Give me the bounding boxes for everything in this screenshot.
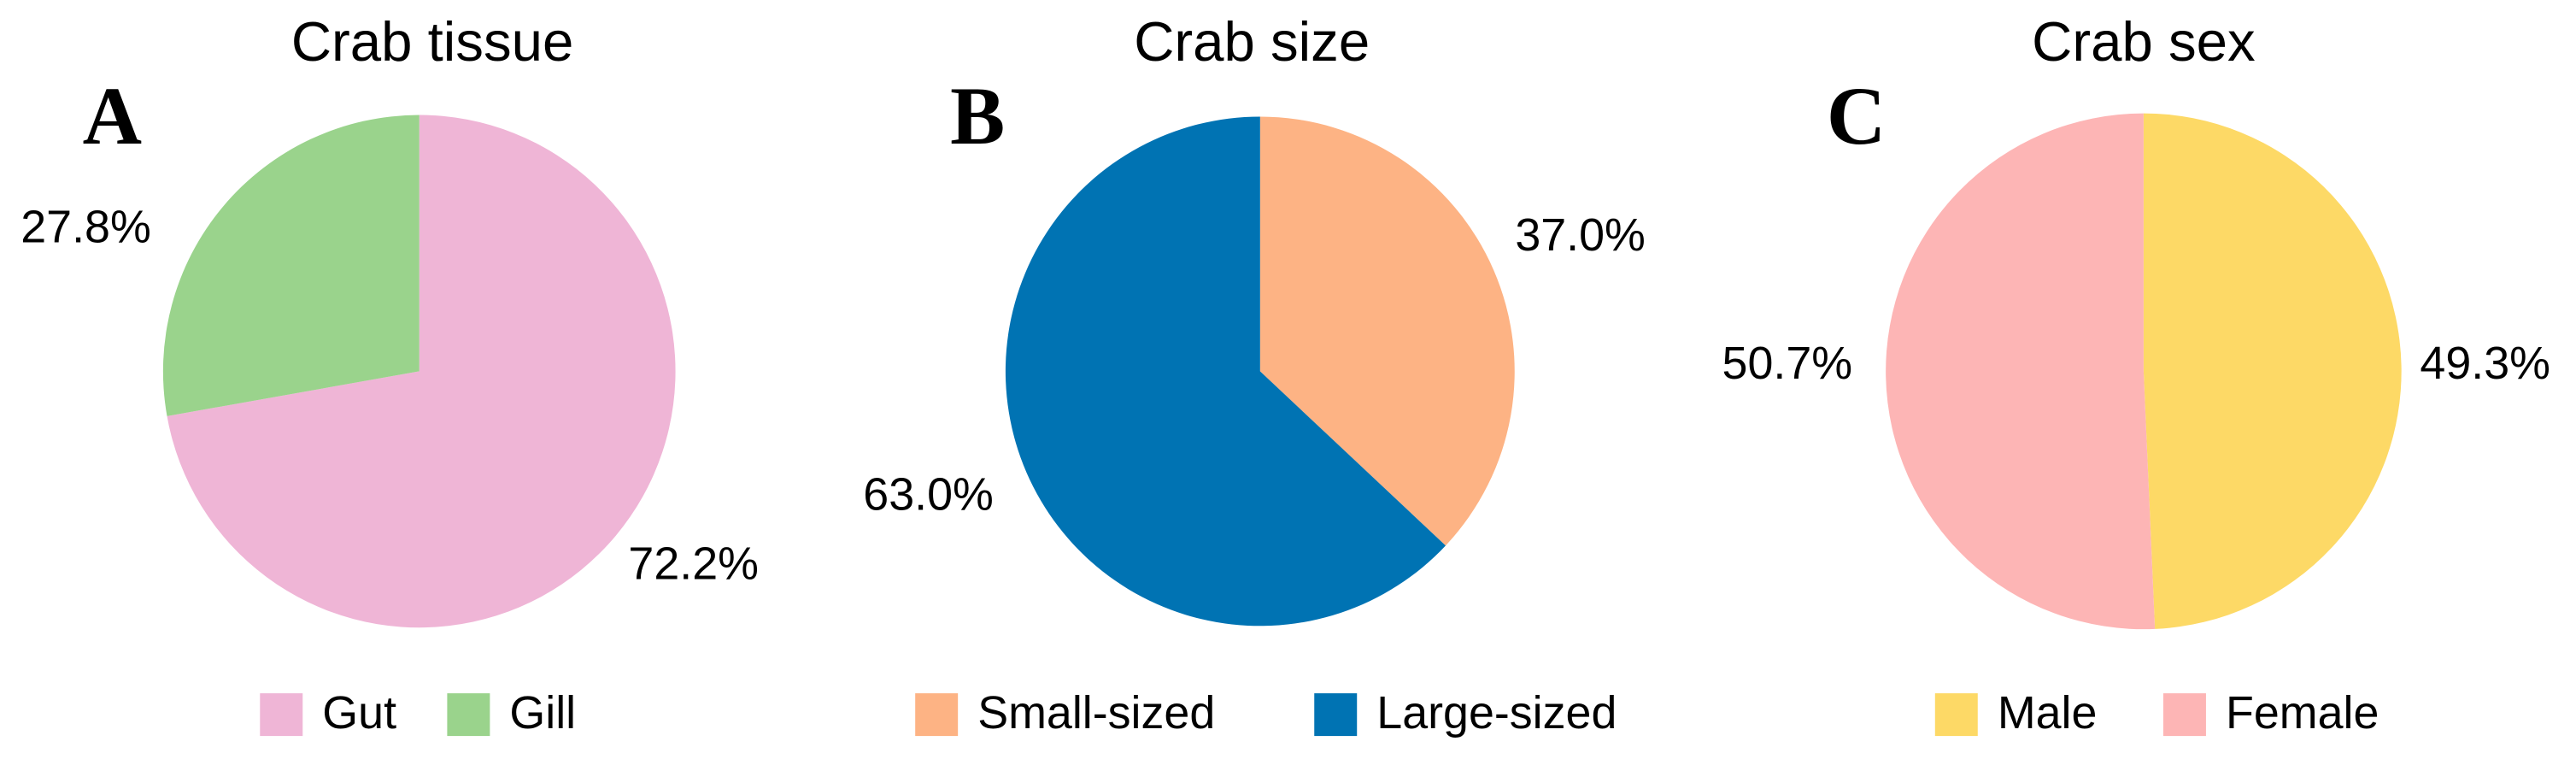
legend-label: Gut — [322, 687, 396, 738]
pie-slice — [1005, 116, 1446, 627]
pie-slice — [2143, 113, 2402, 629]
slice-label: 63.0% — [863, 469, 994, 521]
slice-label: 49.3% — [2420, 338, 2550, 389]
legend-swatch — [1314, 693, 1358, 737]
legend-swatch — [2162, 693, 2206, 737]
slice-label: 50.7% — [1722, 338, 1853, 389]
pie-slice — [1259, 116, 1515, 546]
chart-title: Crab size — [1134, 10, 1370, 73]
legend-swatch — [915, 693, 959, 737]
panel-label: C — [1827, 70, 1886, 162]
pie-slice — [162, 115, 420, 416]
slice-label: 72.2% — [628, 538, 759, 589]
pie-slice — [167, 115, 676, 628]
legend-swatch — [1934, 693, 1978, 737]
legend-label: Large-sized — [1376, 687, 1617, 738]
chart-title: Crab sex — [2032, 10, 2255, 73]
panel-label: A — [83, 70, 142, 162]
slice-label: 27.8% — [21, 201, 151, 252]
legend-label: Female — [2226, 687, 2379, 738]
chart-title: Crab tissue — [291, 10, 573, 73]
legend-label: Gill — [509, 687, 576, 738]
panel-label: B — [950, 70, 1005, 162]
legend-swatch — [260, 693, 303, 737]
legend-label: Male — [1998, 687, 2098, 738]
legend-label: Small-sized — [977, 687, 1215, 738]
pie-slice — [1886, 113, 2156, 630]
slice-label: 37.0% — [1515, 209, 1646, 261]
legend-swatch — [447, 693, 490, 737]
